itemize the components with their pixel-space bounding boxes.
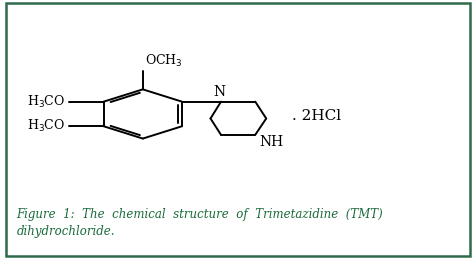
Text: . 2HCl: . 2HCl (292, 109, 341, 123)
Text: H$_3$CO: H$_3$CO (28, 93, 66, 110)
Text: H$_3$CO: H$_3$CO (28, 118, 66, 134)
Text: NH: NH (259, 135, 283, 149)
Text: OCH$_3$: OCH$_3$ (145, 53, 183, 69)
Text: N: N (213, 85, 225, 99)
Text: Figure  1:  The  chemical  structure  of  Trimetazidine  (TMT): Figure 1: The chemical structure of Trim… (17, 208, 383, 221)
Text: dihydrochloride.: dihydrochloride. (17, 225, 115, 238)
